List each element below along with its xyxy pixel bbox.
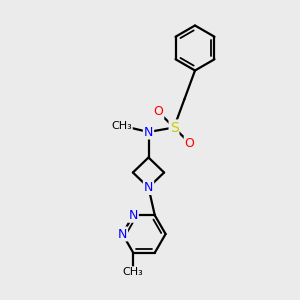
Text: O: O: [185, 136, 194, 150]
Text: CH₃: CH₃: [123, 267, 144, 277]
Text: N: N: [118, 227, 127, 241]
Text: N: N: [144, 125, 153, 139]
Text: N: N: [128, 209, 138, 222]
Text: O: O: [154, 105, 163, 119]
Text: N: N: [144, 181, 153, 194]
Text: CH₃: CH₃: [111, 121, 132, 131]
Text: S: S: [169, 121, 178, 134]
